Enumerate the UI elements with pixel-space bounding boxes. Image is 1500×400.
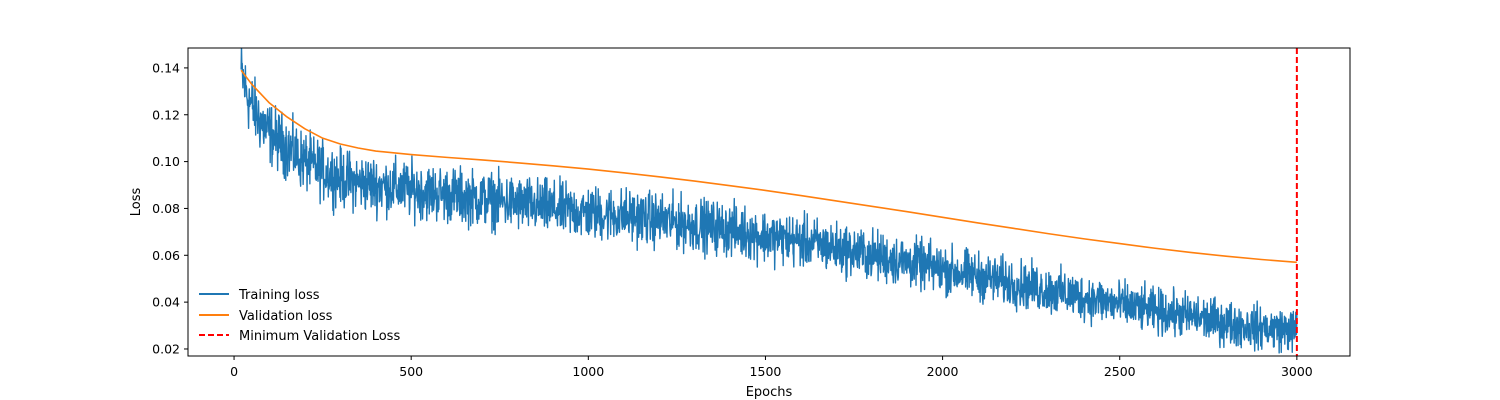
x-tick-label: 2000 xyxy=(927,364,959,379)
x-tick-label: 3000 xyxy=(1281,364,1313,379)
x-tick-label: 2500 xyxy=(1104,364,1136,379)
y-tick-label: 0.06 xyxy=(152,248,180,263)
series-line-training-loss xyxy=(240,48,1298,354)
series-line-validation-loss xyxy=(240,69,1297,264)
axes-frame xyxy=(187,47,1351,357)
x-tick-label: 1500 xyxy=(750,364,782,379)
y-tick-label: 0.12 xyxy=(152,107,180,122)
y-tick-label: 0.10 xyxy=(152,154,180,169)
legend-label-training: Training loss xyxy=(238,288,320,303)
legend-label-min-val: Minimum Validation Loss xyxy=(239,329,400,344)
x-tick-label: 0 xyxy=(230,364,238,379)
x-tick-label: 500 xyxy=(399,364,423,379)
y-tick-label: 0.04 xyxy=(152,295,180,310)
y-tick-label: 0.08 xyxy=(152,201,180,216)
x-tick-label: 1000 xyxy=(572,364,604,379)
y-tick-label: 0.14 xyxy=(152,60,180,75)
x-axis-label: Epochs xyxy=(746,385,793,400)
legend-label-validation: Validation loss xyxy=(239,309,333,324)
y-tick-label: 0.02 xyxy=(152,341,180,356)
legend: Training loss Validation loss Minimum Va… xyxy=(199,288,400,344)
y-axis-label: Loss xyxy=(129,188,144,217)
